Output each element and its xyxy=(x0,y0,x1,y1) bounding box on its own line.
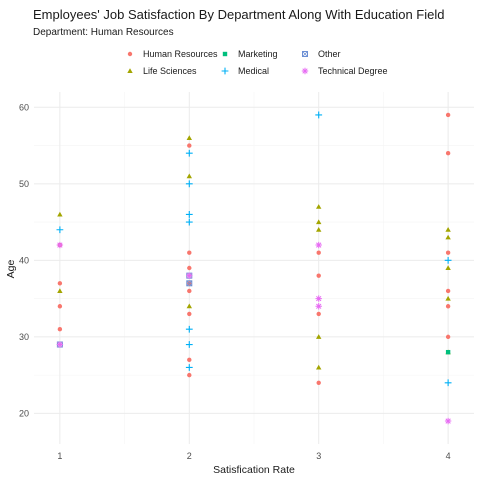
y-tick-label: 50 xyxy=(19,179,29,189)
series-medical xyxy=(56,111,452,387)
axis-ticks: 20 30 40 50 60 1 2 3 4 xyxy=(19,102,451,461)
data-point-life-sciences xyxy=(445,265,451,271)
y-tick-label: 30 xyxy=(19,332,29,342)
chart-title: Employees' Job Satisfaction By Departmen… xyxy=(33,7,444,22)
legend-key-human-resources xyxy=(127,51,133,57)
data-point-life-sciences xyxy=(57,288,63,293)
legend: Human Resources Life Sciences Marketing Med… xyxy=(127,49,388,76)
data-point-human-resources xyxy=(57,304,63,309)
legend-label: Life Sciences xyxy=(143,66,197,76)
data-point-medical xyxy=(185,325,193,333)
data-point-human-resources xyxy=(445,151,451,156)
data-point-life-sciences xyxy=(186,173,192,179)
data-point-technical-degree xyxy=(444,417,452,425)
data-point-medical xyxy=(444,256,452,264)
data-point-life-sciences xyxy=(445,234,451,240)
data-point-life-sciences xyxy=(186,303,192,309)
legend-label: Medical xyxy=(238,66,269,76)
data-point-human-resources xyxy=(187,143,192,148)
data-point-technical-degree xyxy=(315,295,322,302)
data-point-human-resources xyxy=(316,250,321,255)
data-point-human-resources xyxy=(187,265,192,271)
y-tick-label: 60 xyxy=(19,102,29,112)
data-point-medical xyxy=(185,218,193,226)
data-point-medical xyxy=(185,180,193,188)
x-tick-label: 2 xyxy=(187,451,192,461)
data-point-medical xyxy=(315,111,323,119)
legend-item-other: Other xyxy=(302,49,341,59)
y-tick-label: 40 xyxy=(19,255,29,265)
data-point-medical xyxy=(444,379,452,387)
data-point-life-sciences xyxy=(316,334,322,339)
data-point-technical-degree xyxy=(186,272,193,279)
data-point-human-resources xyxy=(316,311,321,317)
legend-label: Marketing xyxy=(238,49,278,59)
legend-item-marketing: Marketing xyxy=(222,49,278,59)
data-point-human-resources xyxy=(187,372,192,378)
data-point-medical xyxy=(56,226,64,234)
legend-label: Human Resources xyxy=(143,49,218,59)
chart-subtitle: Department: Human Resources xyxy=(33,27,174,38)
legend-item-technical-degree: Technical Degree xyxy=(301,66,388,76)
series-technical-degree xyxy=(56,241,452,425)
data-point-life-sciences xyxy=(445,227,451,232)
data-point-technical-degree xyxy=(56,241,64,249)
data-point-life-sciences xyxy=(445,295,451,301)
x-tick-label: 3 xyxy=(316,451,321,461)
data-point-human-resources xyxy=(316,273,321,278)
data-point-medical xyxy=(185,211,193,218)
y-axis-title: Age xyxy=(5,260,17,279)
data-point-technical-degree xyxy=(315,241,322,249)
data-point-human-resources xyxy=(445,112,451,118)
data-point-human-resources xyxy=(316,380,321,385)
legend-item-medical: Medical xyxy=(221,66,269,76)
legend-label: Other xyxy=(318,49,341,59)
data-point-medical xyxy=(185,364,193,371)
legend-key-medical xyxy=(221,67,229,75)
plot-grid xyxy=(34,92,474,444)
legend-key-other xyxy=(302,51,308,57)
y-tick-label: 20 xyxy=(19,408,29,418)
data-point-technical-degree xyxy=(56,341,64,348)
x-tick-label: 4 xyxy=(446,451,451,461)
legend-item-human-resources: Human Resources xyxy=(127,49,218,59)
data-point-human-resources xyxy=(445,288,451,294)
data-point-life-sciences xyxy=(316,204,322,209)
data-point-medical xyxy=(185,149,193,157)
data-point-marketing xyxy=(445,349,451,355)
series-marketing xyxy=(445,349,451,355)
data-point-life-sciences xyxy=(57,211,63,217)
legend-item-life-sciences: Life Sciences xyxy=(127,66,197,76)
data-points xyxy=(56,111,452,425)
data-point-life-sciences xyxy=(316,219,322,225)
data-point-human-resources xyxy=(57,327,63,332)
x-axis-title: Satisfication Rate xyxy=(213,464,295,476)
legend-label: Technical Degree xyxy=(318,66,388,76)
data-point-medical xyxy=(185,341,193,348)
legend-key-technical-degree xyxy=(301,67,309,75)
data-point-human-resources xyxy=(187,288,192,294)
data-point-human-resources xyxy=(445,250,451,255)
data-point-human-resources xyxy=(445,304,451,309)
data-point-human-resources xyxy=(187,357,192,363)
legend-key-marketing xyxy=(222,51,228,57)
x-tick-label: 1 xyxy=(57,451,62,461)
data-point-human-resources xyxy=(445,334,451,340)
legend-key-life-sciences xyxy=(127,68,133,74)
data-point-human-resources xyxy=(187,250,192,255)
data-point-life-sciences xyxy=(186,135,192,140)
data-point-technical-degree xyxy=(315,303,322,310)
data-point-life-sciences xyxy=(316,364,322,370)
data-point-other xyxy=(186,280,193,287)
data-point-human-resources xyxy=(187,311,192,317)
data-point-life-sciences xyxy=(316,227,322,232)
data-point-human-resources xyxy=(57,281,63,286)
